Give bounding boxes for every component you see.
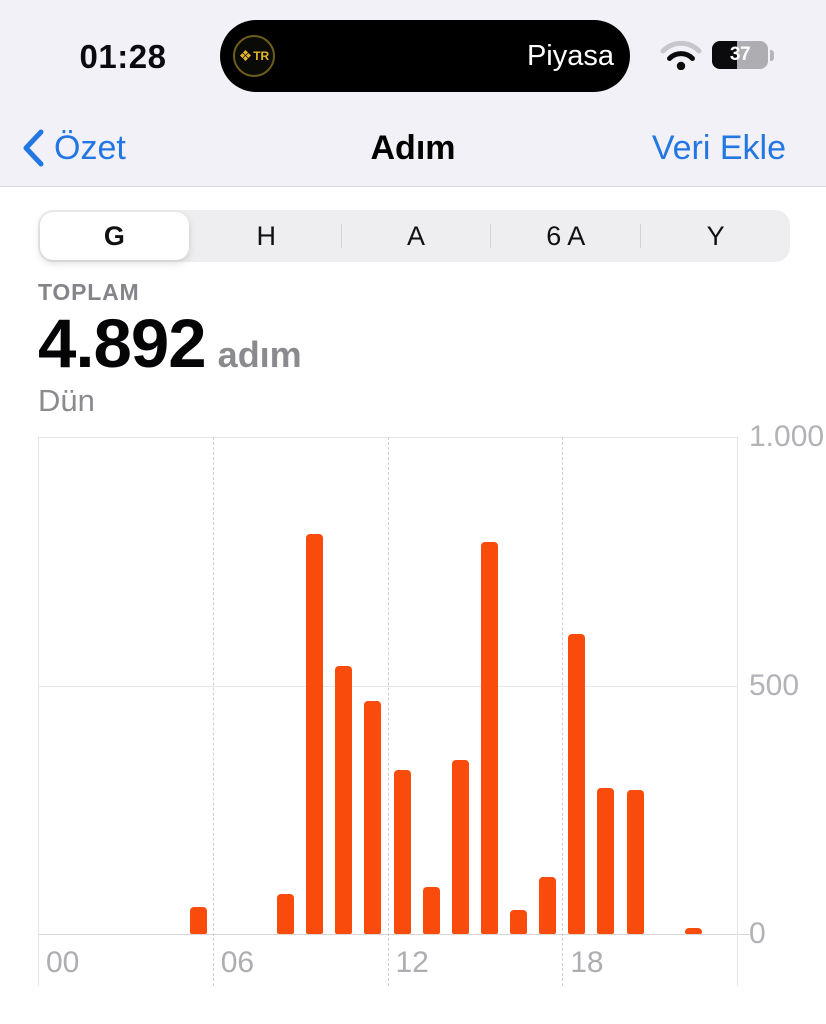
- wifi-dot: [676, 61, 686, 70]
- steps-bar-hour-05[interactable]: [189, 907, 207, 935]
- steps-bar-hour-10[interactable]: [335, 666, 353, 935]
- steps-bar-hour-08[interactable]: [277, 893, 295, 935]
- steps-bar-hour-14[interactable]: [451, 760, 469, 935]
- segment-option-g[interactable]: G: [40, 212, 189, 260]
- period-label: Dün: [38, 383, 95, 419]
- hourly-steps-bar-chart[interactable]: 1.000 500 0 00 06 12 18: [38, 420, 824, 987]
- steps-unit-label: adım: [217, 334, 302, 375]
- battery-indicator: 37: [712, 41, 768, 69]
- battery-percent-label: 37: [729, 44, 751, 65]
- steps-bar-hour-17[interactable]: [539, 877, 557, 935]
- gridline-x-6h: [212, 437, 214, 987]
- y-axis-label-1000: 1.000: [749, 420, 825, 454]
- status-icons: 37: [660, 40, 774, 70]
- navigation-bar: Özet Adım Veri Ekle: [0, 110, 826, 186]
- dynamic-island-live-activity[interactable]: ❖ TR Piyasa: [220, 20, 630, 92]
- x-axis-label-06: 06: [220, 946, 255, 980]
- steps-bar-hour-19[interactable]: [597, 787, 615, 935]
- segment-option-h[interactable]: H: [192, 210, 341, 262]
- total-value-row: 4.892 adım: [38, 305, 826, 382]
- gridline-x-24h: [737, 437, 738, 987]
- segment-option-a[interactable]: A: [342, 210, 491, 262]
- app-badge-label: TR: [253, 49, 270, 63]
- total-steps-value: 4.892: [38, 305, 207, 382]
- segment-divider: [640, 224, 642, 248]
- island-status-label: Piyasa: [526, 39, 614, 72]
- binance-diamond-icon: ❖: [238, 47, 253, 65]
- y-axis-label-500: 500: [749, 668, 800, 702]
- gridline-x-18h: [562, 437, 564, 987]
- segment-option-6a[interactable]: 6 A: [491, 210, 640, 262]
- x-axis-label-18: 18: [570, 946, 604, 980]
- page-title: Adım: [370, 128, 456, 167]
- back-button[interactable]: Özet: [22, 110, 126, 186]
- segment-option-y[interactable]: Y: [641, 210, 790, 262]
- steps-bar-hour-20[interactable]: [626, 790, 644, 935]
- gridline-x-0h: [38, 437, 39, 987]
- x-axis-label-00: 00: [46, 946, 80, 980]
- steps-bar-hour-11[interactable]: [364, 700, 382, 935]
- battery-nub: [770, 49, 774, 61]
- steps-bar-hour-12[interactable]: [393, 770, 411, 935]
- y-axis-label-0: 0: [749, 917, 766, 951]
- chevron-left-icon: [23, 129, 44, 167]
- steps-bar-hour-13[interactable]: [422, 887, 440, 935]
- steps-bar-hour-16[interactable]: [510, 909, 528, 935]
- x-axis-label-12: 12: [395, 946, 429, 980]
- gridline-x-12h: [387, 437, 389, 987]
- segment-divider: [340, 224, 342, 248]
- status-time: 01:28: [79, 38, 167, 75]
- back-button-label: Özet: [54, 128, 126, 167]
- steps-bar-hour-18[interactable]: [568, 633, 586, 935]
- top-region: 01:28 ❖ TR Piyasa 37: [0, 0, 826, 187]
- gridline-y-0: [38, 934, 750, 936]
- steps-bar-hour-09[interactable]: [306, 534, 324, 935]
- steps-bar-hour-22[interactable]: [684, 928, 702, 935]
- segment-divider: [490, 224, 492, 248]
- binance-tr-app-icon: ❖ TR: [233, 35, 275, 77]
- status-bar: 01:28 ❖ TR Piyasa 37: [0, 0, 826, 110]
- wifi-icon: [660, 40, 702, 70]
- total-label: TOPLAM: [38, 279, 140, 305]
- add-data-button[interactable]: Veri Ekle: [651, 128, 786, 167]
- battery-fill: [712, 41, 738, 69]
- steps-bar-hour-15[interactable]: [480, 541, 498, 935]
